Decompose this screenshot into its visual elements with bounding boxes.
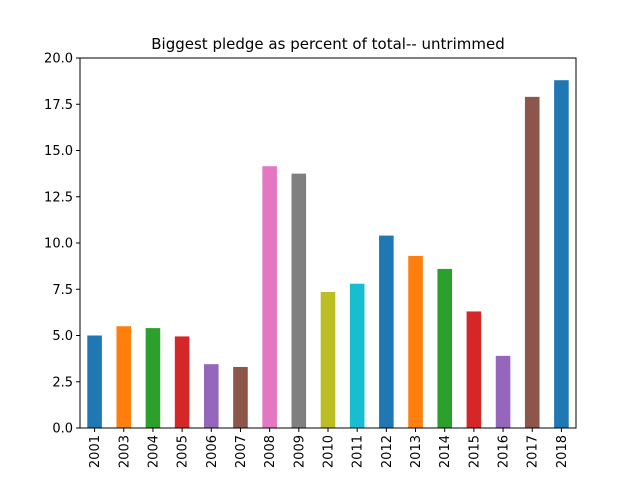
x-tick-label: 2004 xyxy=(146,435,161,468)
x-tick-label: 2013 xyxy=(409,435,424,468)
y-axis: 0.0 2.5 5.0 7.5 10.0 12.5 15.0 17.5 20.0 xyxy=(44,52,80,437)
y-tick-label: 10.0 xyxy=(44,237,73,252)
bar-2014 xyxy=(437,268,452,428)
y-tick-label: 17.5 xyxy=(44,98,73,113)
x-tick-label: 2006 xyxy=(205,435,220,468)
bars xyxy=(87,80,569,428)
x-tick-label: 2017 xyxy=(526,435,541,468)
x-tick-label: 2014 xyxy=(438,435,453,468)
bar-2018 xyxy=(554,80,569,428)
bar-2017 xyxy=(524,96,540,428)
x-tick-label: 2003 xyxy=(117,435,132,468)
x-tick-label: 2001 xyxy=(88,435,103,468)
bar-2010 xyxy=(320,292,336,428)
plot-frame xyxy=(79,57,577,429)
bar-2004 xyxy=(145,328,161,428)
x-tick-label: 2011 xyxy=(351,435,366,468)
x-tick-label: 2015 xyxy=(467,435,482,468)
bar-2007 xyxy=(233,366,248,428)
bar-2003 xyxy=(116,326,132,428)
x-axis: 2001 2003 2004 2005 2006 2007 2008 2009 2010 2011… xyxy=(88,428,570,468)
y-tick-label: 2.5 xyxy=(52,375,73,390)
x-tick-label: 2010 xyxy=(322,435,337,468)
x-tick-label: 2018 xyxy=(555,435,570,468)
bar-2001 xyxy=(87,335,102,428)
x-tick-label: 2016 xyxy=(497,435,512,468)
x-tick-label: 2007 xyxy=(234,435,249,468)
bar-2006 xyxy=(204,364,219,428)
bar-2015 xyxy=(466,311,482,428)
y-tick-label: 7.5 xyxy=(52,283,73,298)
bar-2016 xyxy=(495,355,511,428)
bar-2011 xyxy=(349,283,365,428)
y-tick-label: 20.0 xyxy=(44,52,73,67)
x-tick-label: 2009 xyxy=(292,435,307,468)
x-tick-label: 2012 xyxy=(380,435,395,468)
x-tick-label: 2005 xyxy=(176,435,191,468)
y-tick-label: 12.5 xyxy=(44,190,73,205)
bar-2008 xyxy=(262,166,277,428)
chart-title: Biggest pledge as percent of total-- unt… xyxy=(151,35,504,53)
y-tick-label: 0.0 xyxy=(52,422,73,437)
bar-2005 xyxy=(174,336,190,428)
y-tick-label: 5.0 xyxy=(52,329,73,344)
x-tick-label: 2008 xyxy=(263,435,278,468)
bar-2013 xyxy=(408,255,423,428)
bar-2012 xyxy=(379,235,394,428)
bar-2009 xyxy=(291,173,307,428)
y-tick-label: 15.0 xyxy=(44,144,73,159)
